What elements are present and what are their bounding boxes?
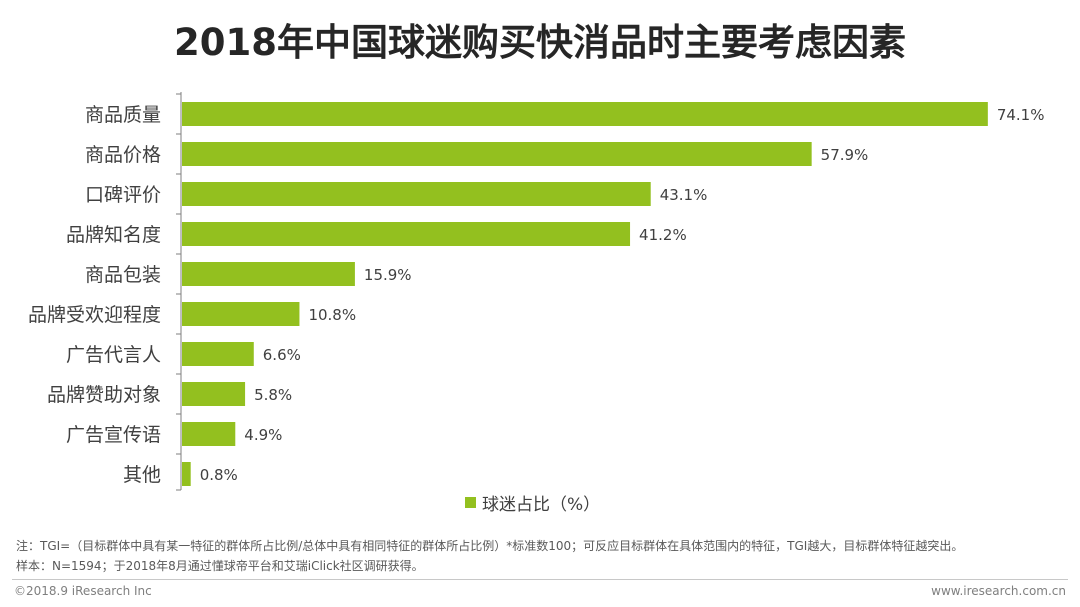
category-label: 商品价格 [85,144,161,166]
category-label: 其他 [123,464,161,486]
bar [182,302,300,326]
bar [182,182,651,206]
bar [182,342,254,366]
category-label: 口碑评价 [85,184,161,206]
website-link[interactable]: www.iresearch.com.cn [931,584,1066,598]
data-label: 74.1% [997,106,1045,124]
legend-label: 球迷占比（%） [482,495,601,515]
data-label: 0.8% [200,466,238,484]
category-label: 广告代言人 [66,344,161,366]
footnote-tgi: 注：TGI=（目标群体中具有某一特征的群体所占比例/总体中具有相同特征的群体所占… [16,539,964,553]
chart-title: 2018年中国球迷购买快消品时主要考虑因素 [174,21,906,64]
data-label: 6.6% [263,346,301,364]
bar [182,422,236,446]
legend-swatch [465,497,476,508]
category-label: 品牌赞助对象 [47,384,161,406]
legend: 球迷占比（%） [465,490,600,515]
category-label: 品牌受欢迎程度 [28,304,161,326]
bar [182,462,191,486]
category-label: 商品包装 [85,264,161,286]
copyright: ©2018.9 iResearch Inc [14,584,152,598]
data-label: 43.1% [660,186,708,204]
data-label: 10.8% [308,306,356,324]
footer-divider [12,579,1068,580]
footnote-sample: 样本：N=1594；于2018年8月通过懂球帝平台和艾瑞iClick社区调研获得… [16,559,424,573]
bar [182,142,812,166]
data-label: 5.8% [254,386,292,404]
data-label: 15.9% [364,266,412,284]
data-label: 4.9% [244,426,282,444]
category-label: 商品质量 [85,104,161,126]
data-label: 41.2% [639,226,687,244]
bar [182,102,988,126]
bar [182,262,355,286]
bar [182,382,246,406]
data-label: 57.9% [821,146,869,164]
category-label: 广告宣传语 [66,424,161,446]
category-label: 品牌知名度 [66,224,161,246]
bar [182,222,631,246]
